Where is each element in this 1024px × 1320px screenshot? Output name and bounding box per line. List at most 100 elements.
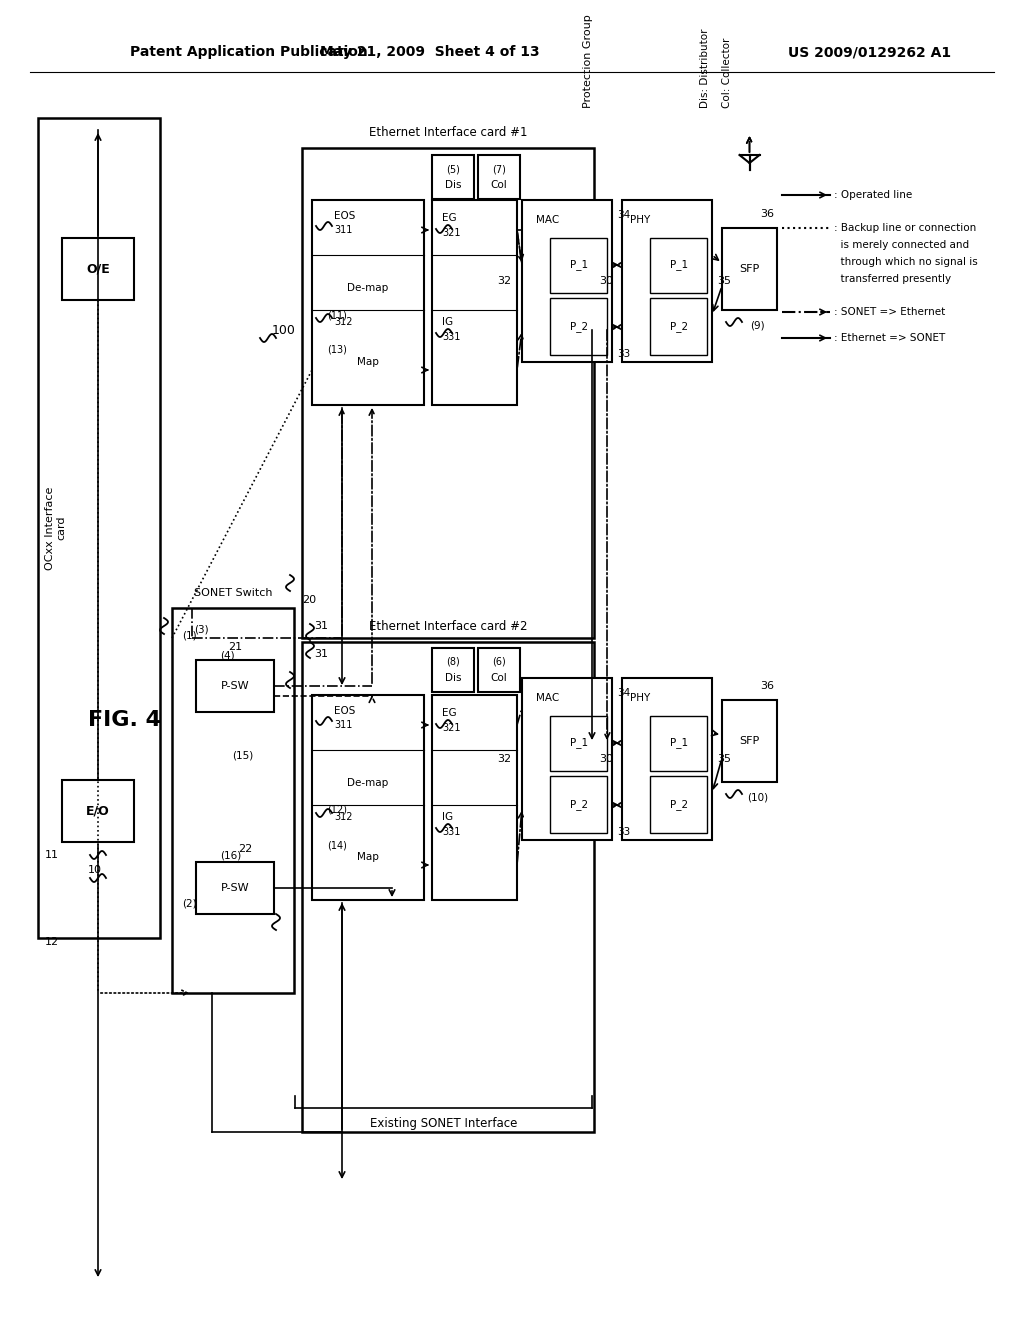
Text: PHY: PHY bbox=[630, 693, 650, 704]
Text: P-SW: P-SW bbox=[221, 883, 249, 894]
Text: Map: Map bbox=[357, 851, 379, 862]
Bar bbox=[302, 148, 594, 638]
Text: 331: 331 bbox=[442, 333, 461, 342]
Text: 20: 20 bbox=[302, 595, 316, 605]
Text: 312: 312 bbox=[334, 317, 352, 327]
Text: 33: 33 bbox=[617, 828, 630, 837]
Bar bbox=[650, 715, 707, 771]
Text: : SONET => Ethernet: : SONET => Ethernet bbox=[834, 308, 945, 317]
Bar bbox=[522, 201, 612, 362]
Text: 34: 34 bbox=[617, 210, 630, 220]
Bar bbox=[522, 678, 612, 840]
Bar bbox=[312, 201, 424, 405]
Text: De-map: De-map bbox=[347, 282, 389, 293]
Text: 30: 30 bbox=[599, 276, 613, 286]
Text: (10): (10) bbox=[746, 793, 768, 803]
Text: EOS: EOS bbox=[334, 211, 355, 220]
Text: (14): (14) bbox=[327, 840, 347, 850]
Text: 34: 34 bbox=[617, 688, 630, 698]
Text: Col: Col bbox=[490, 673, 507, 682]
Text: FIG. 4: FIG. 4 bbox=[88, 710, 161, 730]
Bar bbox=[550, 776, 607, 833]
Text: P_2: P_2 bbox=[670, 322, 688, 333]
Text: (13): (13) bbox=[327, 345, 347, 355]
Text: SFP: SFP bbox=[739, 737, 760, 746]
Text: 311: 311 bbox=[334, 719, 352, 730]
Text: Ethernet Interface card #2: Ethernet Interface card #2 bbox=[369, 620, 527, 634]
Text: May 21, 2009  Sheet 4 of 13: May 21, 2009 Sheet 4 of 13 bbox=[321, 45, 540, 59]
Bar bbox=[478, 154, 520, 199]
Bar bbox=[478, 648, 520, 692]
Text: (6): (6) bbox=[493, 657, 506, 667]
Text: EG: EG bbox=[442, 213, 457, 223]
Text: is merely connected and: is merely connected and bbox=[834, 240, 969, 249]
Bar bbox=[196, 660, 274, 711]
Text: (4): (4) bbox=[220, 649, 234, 660]
Text: 321: 321 bbox=[442, 228, 461, 238]
Text: 22: 22 bbox=[238, 843, 252, 854]
Text: Dis: Dis bbox=[444, 180, 461, 190]
Text: (12): (12) bbox=[327, 805, 347, 814]
Bar bbox=[196, 862, 274, 913]
Text: 35: 35 bbox=[717, 276, 731, 286]
Text: transferred presently: transferred presently bbox=[834, 275, 951, 284]
Text: 321: 321 bbox=[442, 723, 461, 733]
Text: P_1: P_1 bbox=[670, 738, 688, 748]
Text: Col: Collector: Col: Collector bbox=[722, 38, 732, 108]
Text: : Backup line or connection: : Backup line or connection bbox=[834, 223, 976, 234]
Bar bbox=[622, 201, 712, 362]
Text: PHY: PHY bbox=[630, 215, 650, 224]
Text: EG: EG bbox=[442, 708, 457, 718]
Text: Existing SONET Interface: Existing SONET Interface bbox=[370, 1117, 517, 1130]
Text: (8): (8) bbox=[446, 657, 460, 667]
Text: IG: IG bbox=[442, 812, 454, 822]
Text: 36: 36 bbox=[761, 209, 774, 219]
Text: 312: 312 bbox=[334, 812, 352, 822]
Text: SONET Switch: SONET Switch bbox=[194, 587, 272, 598]
Text: Map: Map bbox=[357, 356, 379, 367]
Text: Ethernet Interface card #1: Ethernet Interface card #1 bbox=[369, 127, 527, 140]
Bar bbox=[650, 238, 707, 293]
Bar bbox=[722, 700, 777, 781]
Text: (3): (3) bbox=[194, 624, 209, 635]
Text: (15): (15) bbox=[232, 751, 253, 762]
Text: 33: 33 bbox=[617, 348, 630, 359]
Bar bbox=[650, 298, 707, 355]
Text: 331: 331 bbox=[442, 828, 461, 837]
Text: (9): (9) bbox=[751, 321, 765, 331]
Text: (1): (1) bbox=[182, 631, 197, 642]
Text: 31: 31 bbox=[314, 649, 328, 659]
Text: E/O: E/O bbox=[86, 804, 110, 817]
Text: (2): (2) bbox=[182, 898, 197, 908]
Bar bbox=[432, 201, 517, 405]
Text: 36: 36 bbox=[761, 681, 774, 690]
Text: OCxx Interface
card: OCxx Interface card bbox=[45, 486, 67, 570]
Text: SFP: SFP bbox=[739, 264, 760, 275]
Text: Dis: Distributor: Dis: Distributor bbox=[700, 29, 710, 108]
Bar bbox=[432, 696, 517, 900]
Text: De-map: De-map bbox=[347, 777, 389, 788]
Text: P-SW: P-SW bbox=[221, 681, 249, 690]
Text: 32: 32 bbox=[497, 276, 511, 286]
Bar bbox=[62, 780, 134, 842]
Bar bbox=[432, 648, 474, 692]
Text: P_1: P_1 bbox=[570, 738, 588, 748]
Text: (7): (7) bbox=[493, 164, 506, 174]
Bar bbox=[550, 238, 607, 293]
Text: EOS: EOS bbox=[334, 706, 355, 715]
Text: Protection Group: Protection Group bbox=[583, 15, 593, 108]
Text: O/E: O/E bbox=[86, 263, 110, 276]
Bar bbox=[650, 776, 707, 833]
Text: IG: IG bbox=[442, 317, 454, 327]
Text: MAC: MAC bbox=[536, 693, 559, 704]
Bar bbox=[62, 238, 134, 300]
Bar bbox=[302, 642, 594, 1133]
Text: MAC: MAC bbox=[536, 215, 559, 224]
Text: 12: 12 bbox=[45, 937, 59, 946]
Bar bbox=[550, 298, 607, 355]
Bar bbox=[172, 609, 294, 993]
Text: 10: 10 bbox=[88, 865, 102, 875]
Text: 311: 311 bbox=[334, 224, 352, 235]
Bar bbox=[622, 678, 712, 840]
Text: through which no signal is: through which no signal is bbox=[834, 257, 978, 267]
